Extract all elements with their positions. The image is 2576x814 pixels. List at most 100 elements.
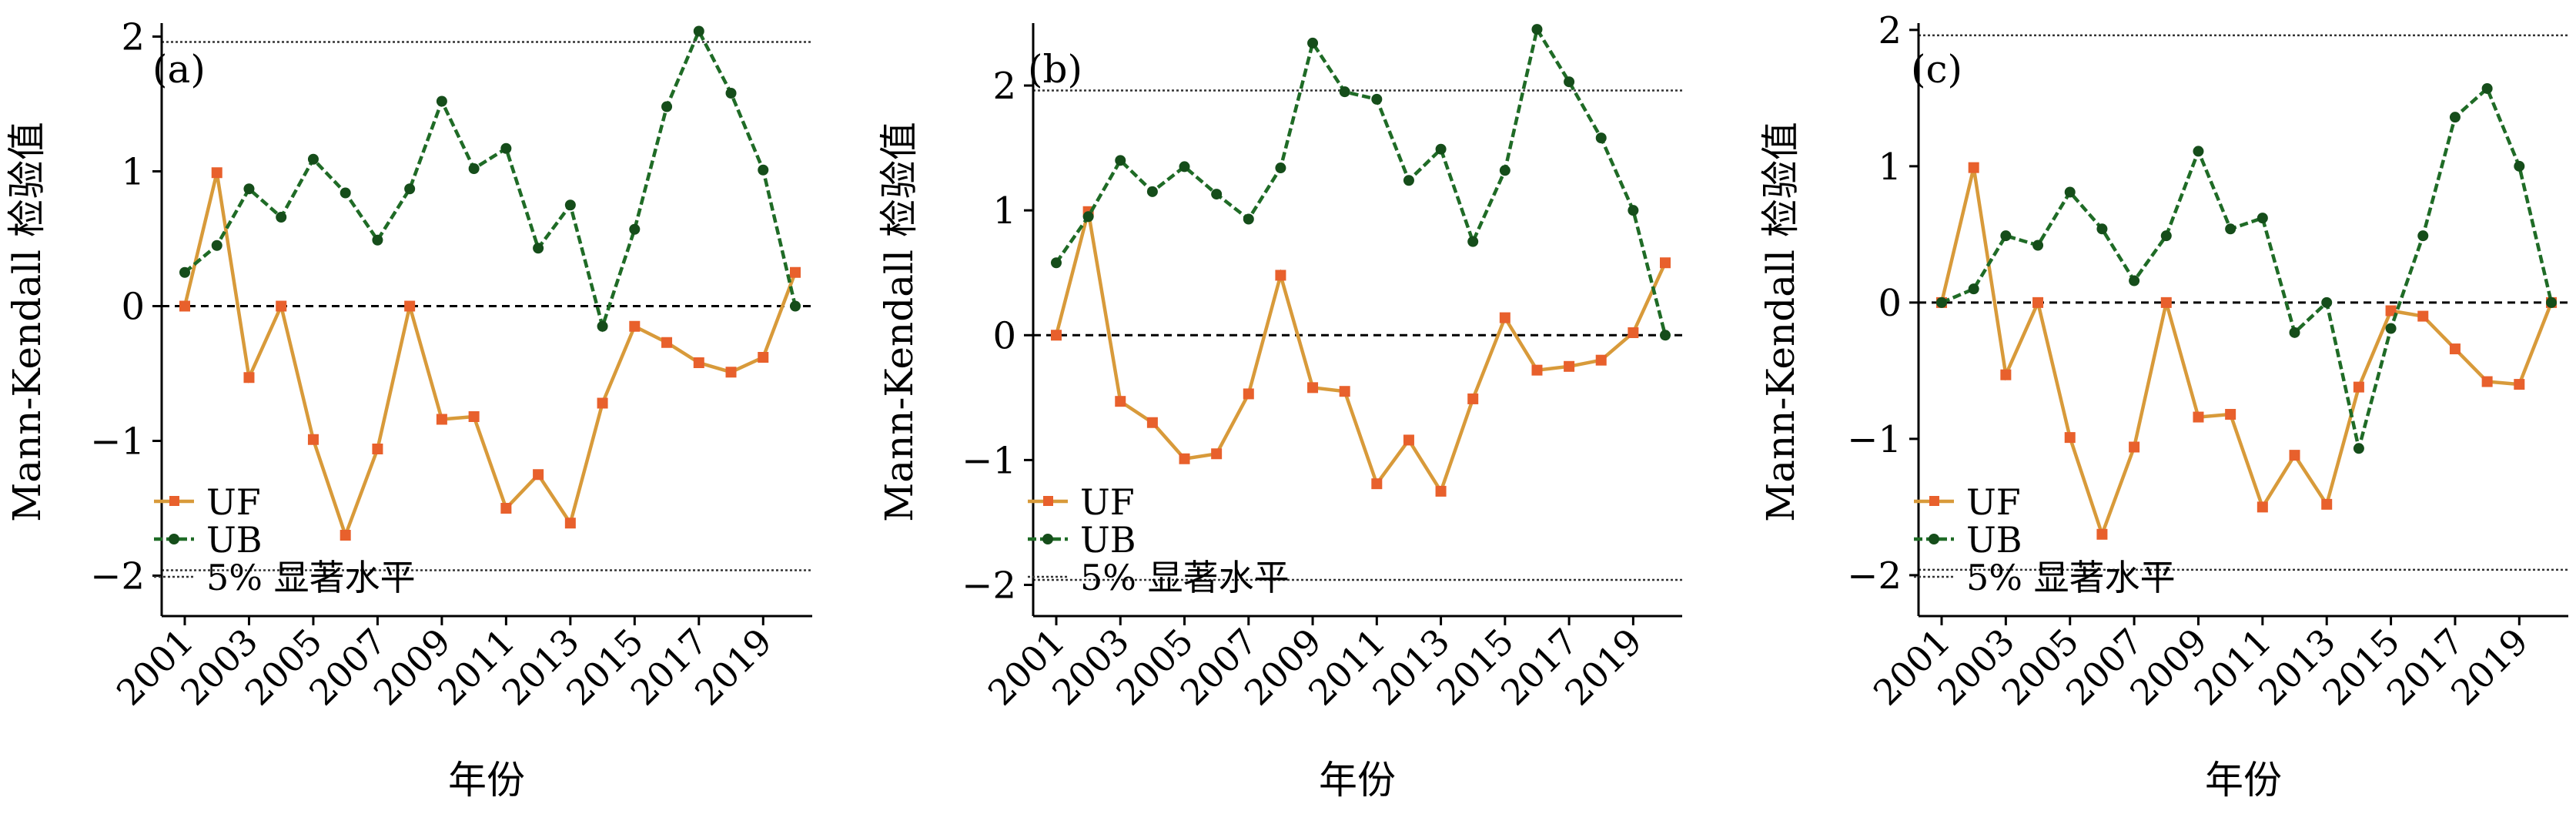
panel-b-ub-point <box>1051 257 1062 269</box>
panel-a-uf-line <box>182 172 798 541</box>
panel-b-ub-point <box>1115 155 1126 166</box>
panel-c-y-tick-label: 2 <box>1878 9 1902 52</box>
panel-b-uf-point <box>1564 360 1575 372</box>
panel-c-ub-point <box>2449 112 2461 123</box>
panel-b-ub-point <box>1243 213 1254 225</box>
panel-c-uf-point <box>2449 343 2461 355</box>
panel-a-uf-point <box>340 530 351 541</box>
panel-a-legend-sig: 5% 显著水平 <box>206 557 416 598</box>
panel-a-label: (a) <box>152 47 206 92</box>
panel-c-uf-point <box>2257 501 2268 513</box>
panel-c-uf-point <box>2160 296 2172 308</box>
panel-c-uf-point <box>2064 432 2076 444</box>
panel-a-uf-point <box>307 434 319 445</box>
panel-a-uf-point <box>436 414 447 425</box>
panel-a-ub-point <box>693 25 704 37</box>
panel-b-uf-point <box>1531 364 1543 376</box>
panel-a-ub-point <box>436 95 447 107</box>
panel-b-uf-point <box>1339 386 1350 397</box>
panel-c-label: (c) <box>1911 47 1962 92</box>
panel-a-legend-ub: UB <box>206 519 263 561</box>
panel-b: Mann-Kendall 检验值 210−1−22001200320052007… <box>877 23 1682 802</box>
panel-c-uf-point <box>2096 528 2108 540</box>
panel-a-uf-point <box>693 357 704 368</box>
panel-b-uf-point <box>1660 257 1671 269</box>
panel-b-uf-point <box>1115 396 1126 407</box>
panel-b-legend-sig: 5% 显著水平 <box>1080 557 1290 598</box>
panel-b-ub-point <box>1179 161 1190 173</box>
panel-a-x-tick-label: 2019 <box>687 621 780 714</box>
panel-b-legend-uf: UF <box>1080 481 1135 523</box>
panel-c-legend-uf: UF <box>1966 481 2021 523</box>
panel-b-uf-point <box>1051 330 1062 341</box>
panel-c-legend-sig: 5% 显著水平 <box>1966 557 2176 598</box>
panel-c-x-tick-label: 2019 <box>2443 621 2536 714</box>
panel-a-uf-point <box>533 469 544 481</box>
panel-c-uf-point <box>1968 162 1979 173</box>
panel-a-uf-point <box>758 352 769 363</box>
panel-b-ub-point <box>1531 24 1543 35</box>
panel-a: Mann-Kendall 检验值 210−1−22001200320052007… <box>5 16 812 802</box>
panel-b-ub-line <box>1055 25 1668 336</box>
panel-c-uf-point <box>2321 498 2333 510</box>
panel-a-uf-point <box>276 300 287 312</box>
panel-b-ub-point <box>1211 189 1223 200</box>
panel-b-uf-point <box>1628 327 1639 339</box>
panel-c-uf-point <box>2193 411 2204 423</box>
panel-b-uf-point <box>1435 485 1447 497</box>
panel-c-y-tick-label: −2 <box>1847 554 1902 598</box>
panel-a-ub-point <box>307 153 319 165</box>
panel-b-uf-point <box>1211 448 1223 460</box>
panel-c-y-tick-label: −1 <box>1847 418 1902 461</box>
panel-a-uf-point <box>179 300 190 312</box>
panel-c-uf-point <box>2514 379 2525 390</box>
panel-b-xlabel: 年份 <box>1319 758 1396 802</box>
panel-a-ylabel: Mann-Kendall 检验值 <box>5 122 49 522</box>
panel-a-uf-point <box>404 300 416 312</box>
panel-a-uf-point <box>661 337 673 348</box>
panel-b-ub-point <box>1082 211 1094 223</box>
panel-c-ub-point <box>2129 275 2140 286</box>
panel-c-ub-point <box>2064 186 2076 198</box>
panel-a-y-tick-label: −2 <box>90 555 145 598</box>
panel-c-uf-point <box>2032 296 2044 308</box>
panel-a-ub-point <box>211 240 222 251</box>
panel-b-y-tick-label: 0 <box>992 314 1016 357</box>
panel-b-ub-point <box>1339 86 1350 98</box>
panel-a-legend-uf: UF <box>206 481 261 523</box>
panel-a-uf-point <box>597 397 608 409</box>
panel-b-label: (b) <box>1028 47 1082 92</box>
panel-a-y-tick-label: 0 <box>121 286 145 329</box>
panel-a-ub-point <box>179 266 190 278</box>
panel-b-ub-point <box>1146 186 1158 197</box>
panel-c-uf-point <box>2000 369 2012 380</box>
panel-c-ub-point <box>2160 230 2172 242</box>
panel-a-uf-point <box>243 372 255 384</box>
panel-b-uf-point <box>1595 354 1607 366</box>
panel-b-ylabel: Mann-Kendall 检验值 <box>877 122 922 522</box>
panel-c: Mann-Kendall 检验值 210−1−22001200320052007… <box>1758 9 2568 802</box>
panel-b-y-tick-label: 1 <box>992 189 1016 233</box>
panel-c-ub-point <box>2225 223 2236 235</box>
panel-c-ub-point <box>2546 296 2557 308</box>
panel-a-uf-point <box>211 167 222 179</box>
panel-b-ub-point <box>1403 175 1414 186</box>
panel-b-uf-point <box>1243 388 1254 400</box>
panel-b-uf-point <box>1179 453 1190 464</box>
panel-a-ub-point <box>629 223 641 235</box>
panel-c-ub-point <box>2417 230 2429 242</box>
panel-a-uf-point <box>500 503 512 514</box>
panel-b-ub-point <box>1275 162 1286 174</box>
panel-b-ub-point <box>1307 37 1319 49</box>
panel-a-ub-point <box>468 163 480 174</box>
panel-b-y-tick-label: 2 <box>992 65 1016 108</box>
panel-c-legend-ub: UB <box>1966 519 2022 561</box>
panel-c-ub-point <box>2032 240 2044 251</box>
panel-c-uf-point <box>2385 305 2397 317</box>
panel-a-y-tick-label: 2 <box>121 16 145 59</box>
panel-c-uf-point <box>2417 310 2429 322</box>
panel-a-ub-point <box>758 164 769 176</box>
panel-c-ub-point <box>2385 323 2397 334</box>
panel-c-ub-line <box>1941 85 2554 449</box>
